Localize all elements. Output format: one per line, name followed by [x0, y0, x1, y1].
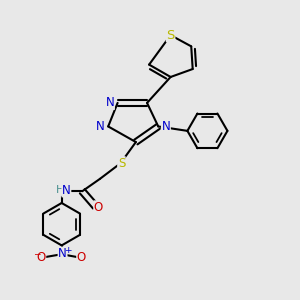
Text: +: +	[64, 246, 71, 255]
Text: −: −	[33, 249, 40, 258]
Text: O: O	[94, 201, 103, 214]
Text: N: N	[161, 120, 170, 133]
Text: N: N	[106, 96, 114, 110]
Text: S: S	[118, 157, 125, 170]
Text: H: H	[56, 185, 64, 195]
Text: S: S	[167, 29, 175, 42]
Text: N: N	[58, 247, 67, 260]
Text: O: O	[77, 251, 86, 264]
Text: O: O	[36, 251, 46, 264]
Text: N: N	[62, 184, 71, 197]
Text: N: N	[96, 120, 105, 133]
